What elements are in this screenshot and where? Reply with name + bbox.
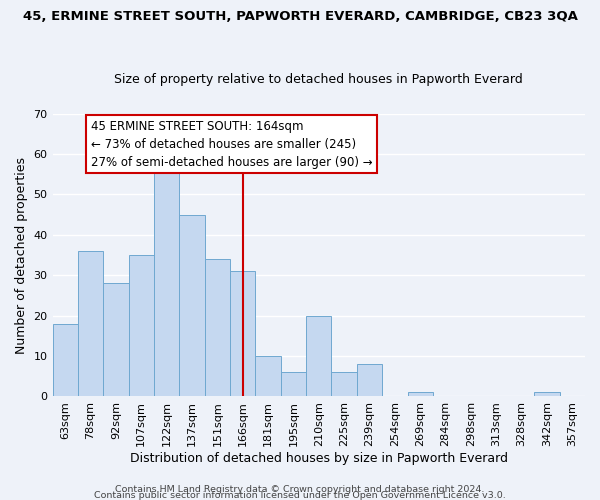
Bar <box>306 316 331 396</box>
Bar <box>53 324 78 396</box>
Title: Size of property relative to detached houses in Papworth Everard: Size of property relative to detached ho… <box>115 73 523 86</box>
Text: 45 ERMINE STREET SOUTH: 164sqm
← 73% of detached houses are smaller (245)
27% of: 45 ERMINE STREET SOUTH: 164sqm ← 73% of … <box>91 120 372 168</box>
Bar <box>281 372 306 396</box>
Text: 45, ERMINE STREET SOUTH, PAPWORTH EVERARD, CAMBRIDGE, CB23 3QA: 45, ERMINE STREET SOUTH, PAPWORTH EVERAR… <box>23 10 577 23</box>
Bar <box>357 364 382 396</box>
Bar <box>230 271 256 396</box>
Bar <box>78 251 103 396</box>
Bar <box>154 170 179 396</box>
Y-axis label: Number of detached properties: Number of detached properties <box>15 156 28 354</box>
X-axis label: Distribution of detached houses by size in Papworth Everard: Distribution of detached houses by size … <box>130 452 508 465</box>
Bar <box>179 214 205 396</box>
Text: Contains public sector information licensed under the Open Government Licence v3: Contains public sector information licen… <box>94 490 506 500</box>
Bar <box>534 392 560 396</box>
Bar <box>256 356 281 397</box>
Bar <box>205 259 230 396</box>
Bar <box>128 255 154 396</box>
Bar <box>407 392 433 396</box>
Bar <box>103 284 128 397</box>
Bar <box>331 372 357 396</box>
Text: Contains HM Land Registry data © Crown copyright and database right 2024.: Contains HM Land Registry data © Crown c… <box>115 484 485 494</box>
